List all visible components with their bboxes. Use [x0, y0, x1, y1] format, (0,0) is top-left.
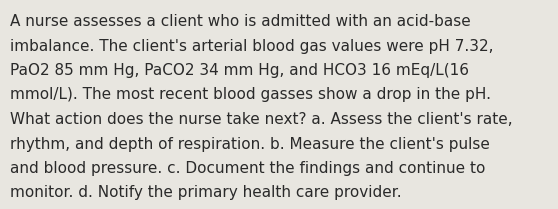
Text: and blood pressure. c. Document the findings and continue to: and blood pressure. c. Document the find… [10, 161, 485, 176]
Text: A nurse assesses a client who is admitted with an acid-base: A nurse assesses a client who is admitte… [10, 14, 471, 29]
Text: imbalance. The client's arterial blood gas values were pH 7.32,: imbalance. The client's arterial blood g… [10, 38, 493, 54]
Text: monitor. d. Notify the primary health care provider.: monitor. d. Notify the primary health ca… [10, 186, 402, 200]
Text: What action does the nurse take next? a. Assess the client's rate,: What action does the nurse take next? a.… [10, 112, 513, 127]
Text: rhythm, and depth of respiration. b. Measure the client's pulse: rhythm, and depth of respiration. b. Mea… [10, 136, 490, 152]
Text: mmol/L). The most recent blood gasses show a drop in the pH.: mmol/L). The most recent blood gasses sh… [10, 88, 491, 102]
Text: PaO2 85 mm Hg, PaCO2 34 mm Hg, and HCO3 16 mEq/L(16: PaO2 85 mm Hg, PaCO2 34 mm Hg, and HCO3 … [10, 63, 469, 78]
